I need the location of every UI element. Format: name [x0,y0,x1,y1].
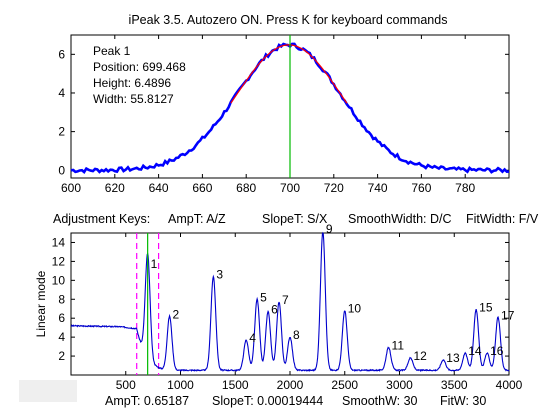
y-tick-label: 6 [58,311,65,325]
upper-fit-line [230,44,348,104]
peak-label: 7 [282,293,289,307]
lower-y-axis-label: Linear mode [34,270,48,337]
gray-placeholder-box [19,380,77,402]
status-fitw: FitW: 30 [440,394,486,408]
ampt-keys-label: AmpT: A/Z [168,212,226,226]
y-tick-label: 4 [58,86,65,100]
adjustment-keys-bar: Adjustment Keys: AmpT: A/Z SlopeT: S/X S… [53,212,539,226]
lower-plot-frame [70,232,510,376]
peak-width-label: Width: 55.8127 [93,92,174,106]
x-tick-label: 3000 [386,378,413,392]
x-tick-label: 780 [455,181,475,195]
peak-label: 6 [271,303,278,317]
peak-number-label: Peak 1 [93,44,131,58]
y-tick-label: 8 [58,292,65,306]
lower-signal-line [70,231,510,373]
y-tick-label: 2 [58,125,65,139]
peak-label: 17 [501,308,515,322]
y-tick-label: 14 [52,235,66,249]
peak-label: 8 [293,328,300,342]
x-tick-label: 1500 [222,378,249,392]
peak-label: 10 [348,302,362,316]
x-tick-label: 720 [324,181,344,195]
peak-label: 3 [216,268,223,282]
peak-label: 14 [468,344,482,358]
smoothwidth-keys-label: SmoothWidth: D/C [348,212,452,226]
peak-position-label: Position: 699.468 [93,60,186,74]
x-tick-label: 640 [149,181,169,195]
x-tick-label: 1000 [167,378,194,392]
lower-chart[interactable]: 500 1000 1500 2000 2500 3000 3500 4000246810121… [34,222,523,392]
peak-label: 9 [326,222,333,236]
y-tick-label: 2 [58,349,65,363]
y-tick-label: 4 [58,330,65,344]
peak-label: 11 [392,339,405,353]
x-tick-label: 620 [105,181,125,195]
fitwidth-keys-label: FitWidth: F/V [466,212,539,226]
x-tick-label: 3500 [441,378,468,392]
slopet-keys-label: SlopeT: S/X [262,212,328,226]
peak-label: 15 [479,301,493,315]
lower-axis-ticks: 500 1000 1500 2000 2500 3000 3500 4000246810121… [52,233,523,392]
peak-label: 1 [151,257,158,271]
peak-label: 5 [260,290,267,304]
status-bar: AmpT: 0.65187 SlopeT: 0.00019444 SmoothW… [105,394,486,408]
x-tick-label: 4000 [496,378,523,392]
x-tick-label: 700 [280,181,300,195]
x-tick-label: 600 [61,181,81,195]
x-tick-label: 760 [411,181,431,195]
x-tick-label: 500 [116,378,136,392]
y-tick-label: 6 [58,47,65,61]
x-tick-label: 2000 [277,378,304,392]
status-slopet: SlopeT: 0.00019444 [212,394,323,408]
peak-height-label: Height: 6.4896 [93,76,171,90]
upper-chart[interactable]: 600 620 640 660 680 700 720 740 760 780 0 2 4 6 Peak … [58,34,510,195]
status-ampt: AmpT: 0.65187 [105,394,189,408]
x-tick-label: 680 [236,181,256,195]
peak-label: 4 [249,331,256,345]
peak-label: 12 [413,349,427,363]
y-tick-label: 10 [52,273,66,287]
peak-label: 2 [173,307,180,321]
status-smoothw: SmoothW: 30 [342,394,418,408]
x-tick-label: 2500 [331,378,358,392]
x-tick-label: 660 [192,181,212,195]
peak-label: 16 [490,344,504,358]
figure-title: iPeak 3.5. Autozero ON. Press K for keyb… [129,13,448,27]
adjustment-keys-label: Adjustment Keys: [53,212,150,226]
y-tick-label: 0 [58,163,65,177]
x-tick-label: 740 [368,181,388,195]
peak-label: 13 [446,351,460,365]
y-tick-label: 12 [52,254,66,268]
